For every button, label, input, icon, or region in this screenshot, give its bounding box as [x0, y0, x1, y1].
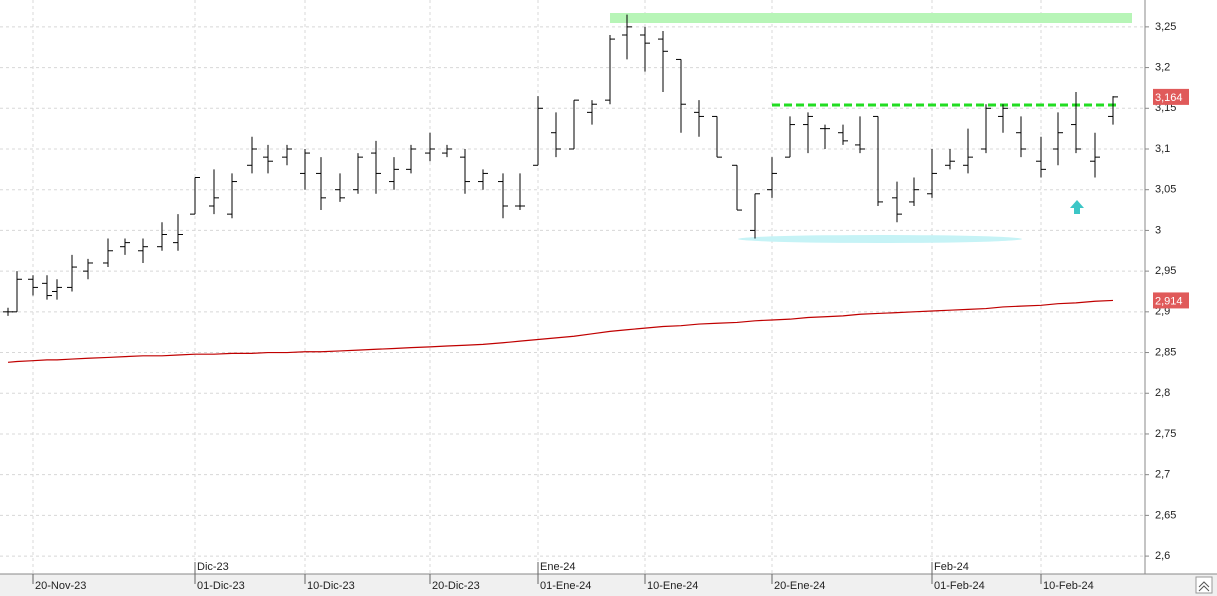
x-axis-strip	[0, 574, 1217, 596]
scroll-icon	[1198, 581, 1210, 592]
x-tick-label: 20-Dic-23	[432, 580, 480, 592]
y-tick-label: 3,05	[1155, 184, 1176, 196]
y-tick-label: 3,1	[1155, 143, 1170, 155]
y-tick-label: 3,25	[1155, 21, 1176, 33]
price-tag	[1153, 88, 1189, 105]
y-tick-label: 2,8	[1155, 387, 1170, 399]
y-tick-label: 3,2	[1155, 61, 1170, 73]
plot	[3, 14, 1118, 363]
y-tick-label: 2,65	[1155, 509, 1176, 521]
month-label: Dic-23	[197, 561, 229, 573]
scroll-button[interactable]	[1195, 576, 1213, 594]
month-label: Ene-24	[540, 561, 575, 573]
price-tag-label: 3,164	[1155, 92, 1183, 104]
x-tick-label: 01-Feb-24	[934, 580, 985, 592]
y-tick-label: 2,7	[1155, 469, 1170, 481]
y-tick-label: 2,75	[1155, 428, 1176, 440]
y-tick-label: 3,15	[1155, 102, 1176, 114]
price-tag	[1153, 292, 1189, 309]
y-tick-label: 2,85	[1155, 346, 1176, 358]
y-tick-label: 2,95	[1155, 265, 1176, 277]
y-tick-label: 3	[1155, 224, 1161, 236]
x-tick-label: 20-Nov-23	[35, 580, 86, 592]
support-zone	[738, 235, 1022, 243]
up-arrow	[1070, 200, 1084, 214]
moving-average-line	[7, 299, 1114, 363]
x-tick-label: 10-Ene-24	[647, 580, 698, 592]
x-tick-label: 10-Dic-23	[307, 580, 355, 592]
x-tick-label: 01-Ene-24	[540, 580, 591, 592]
month-label: Feb-24	[934, 561, 969, 573]
price-tag-label: 2,914	[1155, 295, 1183, 307]
y-tick-label: 2,9	[1155, 306, 1170, 318]
y-tick-label: 2,6	[1155, 550, 1170, 562]
x-tick-label: 20-Ene-24	[774, 580, 825, 592]
x-tick-label: 01-Dic-23	[197, 580, 245, 592]
x-tick-label: 10-Feb-24	[1043, 580, 1094, 592]
resistance-zone	[610, 13, 1132, 23]
grid	[0, 0, 1145, 574]
